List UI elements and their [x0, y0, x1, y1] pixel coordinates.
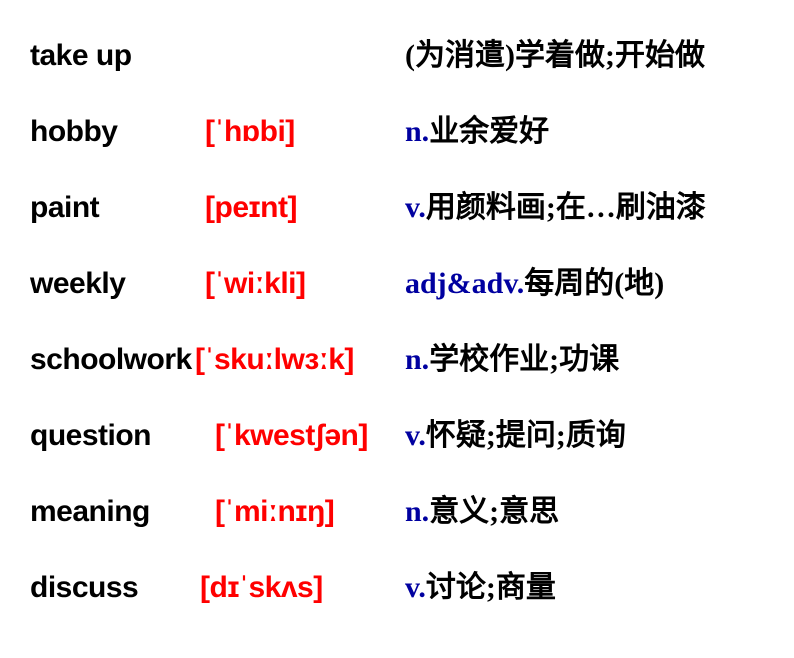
definition: 每周的(地)	[524, 267, 664, 300]
definition-cell: v.怀疑;提问;质询	[405, 410, 774, 454]
pronunciation: [ˈhɒbi]	[205, 115, 405, 149]
pronunciation: [ˈskuːlwɜːk]	[195, 343, 405, 377]
vocabulary-list: take up (为消遣)学着做;开始做 hobby [ˈhɒbi] n.业余爱…	[0, 0, 794, 658]
definition: 用颜料画;在…刷油漆	[426, 191, 706, 224]
word: question	[30, 419, 215, 453]
definition: 讨论;商量	[426, 571, 556, 604]
part-of-speech: v.	[405, 191, 426, 224]
definition-cell: n.意义;意思	[405, 486, 774, 530]
part-of-speech: n.	[405, 495, 429, 528]
word: take up	[30, 39, 205, 73]
vocab-row: question [ˈkwestʃən] v.怀疑;提问;质询	[30, 410, 774, 454]
pronunciation: [ˈmiːnɪŋ]	[215, 495, 405, 529]
part-of-speech: v.	[405, 419, 426, 452]
vocab-row: take up (为消遣)学着做;开始做	[30, 30, 774, 74]
word: discuss	[30, 571, 200, 605]
part-of-speech: n.	[405, 343, 429, 376]
definition-cell: adj&adv.每周的(地)	[405, 258, 774, 302]
definition: 业余爱好	[429, 115, 549, 148]
definition-cell: (为消遣)学着做;开始做	[405, 30, 774, 74]
vocab-row: paint [peɪnt] v.用颜料画;在…刷油漆	[30, 182, 774, 226]
definition-cell: n.业余爱好	[405, 106, 774, 150]
word: weekly	[30, 267, 205, 301]
vocab-row: hobby [ˈhɒbi] n.业余爱好	[30, 106, 774, 150]
definition-cell: v.用颜料画;在…刷油漆	[405, 182, 774, 226]
vocab-row: discuss [dɪˈskʌs] v.讨论;商量	[30, 562, 774, 606]
part-of-speech: n.	[405, 115, 429, 148]
word: meaning	[30, 495, 215, 529]
word: schoolwork	[30, 343, 195, 377]
vocab-row: weekly [ˈwiːkli] adj&adv.每周的(地)	[30, 258, 774, 302]
definition-cell: v.讨论;商量	[405, 562, 774, 606]
pronunciation: [ˈwiːkli]	[205, 267, 405, 301]
definition: 意义;意思	[429, 495, 559, 528]
pronunciation: [ˈkwestʃən]	[215, 419, 405, 453]
definition: (为消遣)学着做;开始做	[405, 39, 705, 72]
part-of-speech: adj&adv.	[405, 267, 524, 300]
pronunciation: [peɪnt]	[205, 191, 405, 225]
part-of-speech: v.	[405, 571, 426, 604]
definition: 学校作业;功课	[429, 343, 619, 376]
definition: 怀疑;提问;质询	[426, 419, 626, 452]
vocab-row: meaning [ˈmiːnɪŋ] n.意义;意思	[30, 486, 774, 530]
word: hobby	[30, 115, 205, 149]
word: paint	[30, 191, 205, 225]
pronunciation: [dɪˈskʌs]	[200, 571, 405, 605]
definition-cell: n.学校作业;功课	[405, 334, 774, 378]
vocab-row: schoolwork [ˈskuːlwɜːk] n.学校作业;功课	[30, 334, 774, 378]
